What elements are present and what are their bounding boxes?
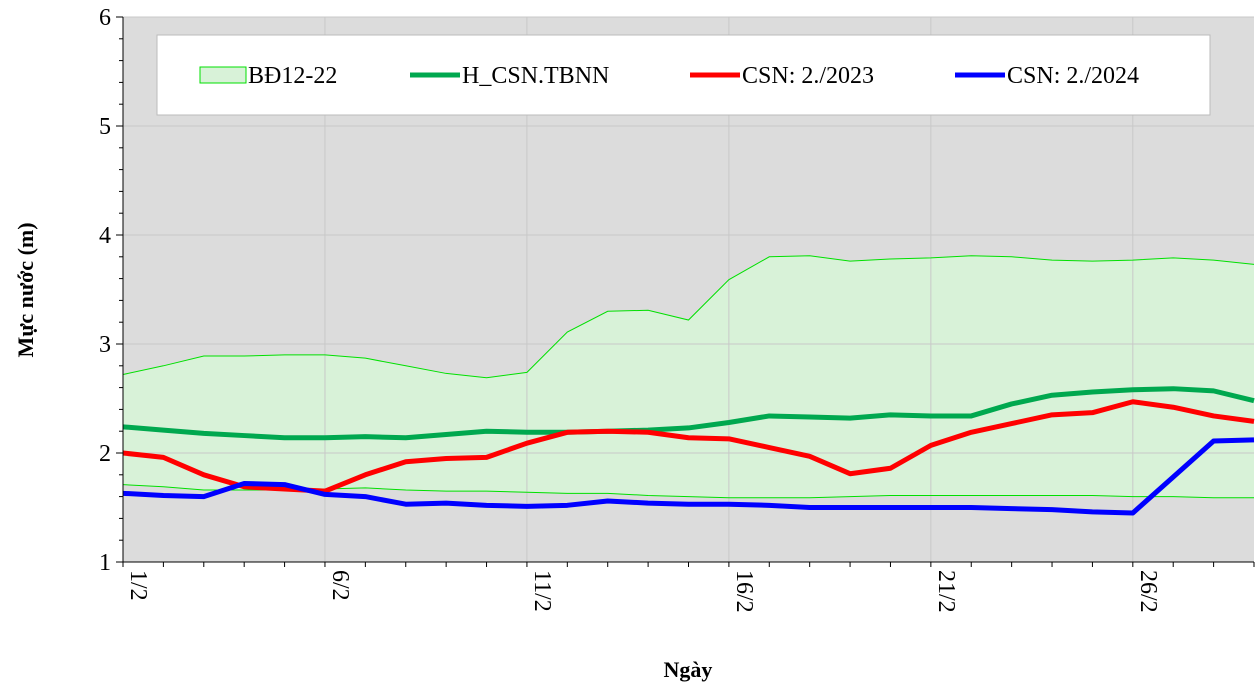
y-tick-label: 2 <box>99 441 111 467</box>
y-tick-label: 1 <box>99 550 111 576</box>
y-axis-label: Mực nước (m) <box>13 222 38 357</box>
y-tick-label: 3 <box>99 332 111 358</box>
line <box>122 437 1255 516</box>
y-tick-label: 5 <box>99 114 111 140</box>
x-tick-label: 1/2 <box>125 570 151 601</box>
legend-label: BĐ12-22 <box>248 63 337 89</box>
legend-box <box>156 34 1211 116</box>
line <box>122 386 1255 441</box>
legend-swatch <box>199 66 247 84</box>
y-tick-label: 6 <box>99 5 111 31</box>
legend-label: H_CSN.TBNN <box>462 63 609 89</box>
x-axis-label: Ngày <box>664 657 713 682</box>
x-tick-label: 6/2 <box>327 570 353 601</box>
legend-label: CSN: 2./2023 <box>742 63 874 89</box>
legend-label: CSN: 2./2024 <box>1007 63 1139 89</box>
band-upper <box>122 255 1255 379</box>
x-tick-label: 16/2 <box>731 570 757 613</box>
y-tick-label: 4 <box>99 223 111 249</box>
x-tick-label: 21/2 <box>933 570 959 613</box>
x-tick-label: 26/2 <box>1135 570 1161 613</box>
x-tick-label: 11/2 <box>529 570 555 612</box>
